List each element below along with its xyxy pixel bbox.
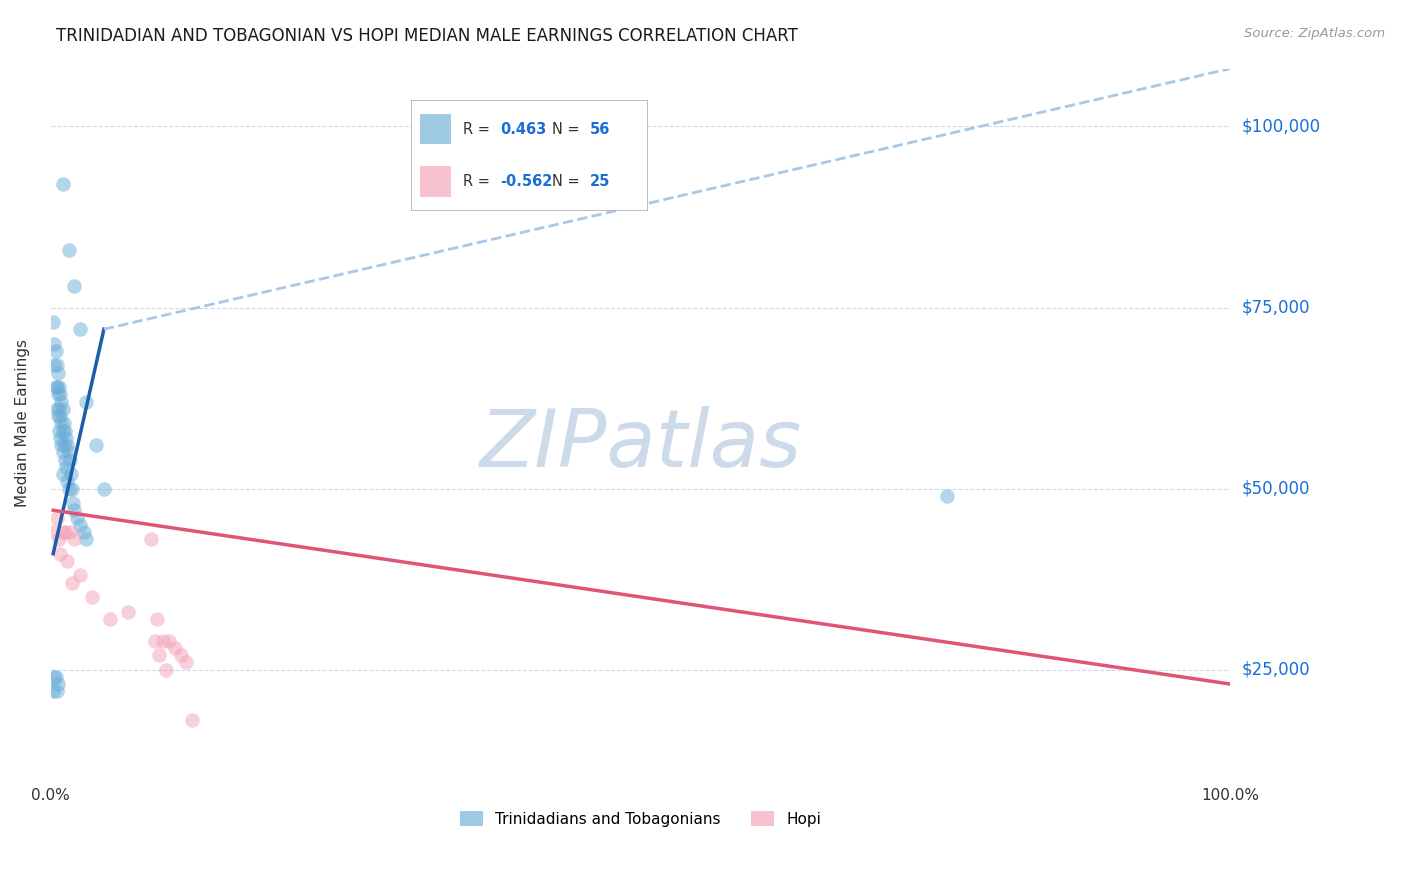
Legend: Trinidadians and Tobagonians, Hopi: Trinidadians and Tobagonians, Hopi xyxy=(453,803,830,834)
Point xyxy=(75,533,97,547)
Point xyxy=(48,424,70,438)
Point xyxy=(73,524,96,539)
Point xyxy=(49,431,72,445)
Point xyxy=(46,677,69,691)
Point xyxy=(169,648,191,662)
Point xyxy=(93,482,115,496)
Point xyxy=(44,336,66,351)
Point xyxy=(163,640,186,655)
Point xyxy=(49,547,72,561)
Point xyxy=(51,438,73,452)
Point xyxy=(63,533,86,547)
Point xyxy=(46,409,69,424)
Point xyxy=(52,445,75,459)
Y-axis label: Median Male Earnings: Median Male Earnings xyxy=(15,339,30,508)
Point xyxy=(53,524,76,539)
Point xyxy=(58,445,80,459)
Point xyxy=(52,401,75,416)
Point xyxy=(49,409,72,424)
Point xyxy=(45,684,67,698)
Point xyxy=(62,496,84,510)
Point xyxy=(117,605,139,619)
Point xyxy=(56,475,79,489)
Point xyxy=(181,713,204,727)
Point xyxy=(69,322,91,336)
Point xyxy=(55,459,77,474)
Point xyxy=(45,380,67,394)
Point xyxy=(52,438,75,452)
Point xyxy=(152,633,174,648)
Point xyxy=(46,387,69,401)
Point xyxy=(53,452,76,467)
Point xyxy=(63,503,86,517)
Point xyxy=(143,633,166,648)
Point xyxy=(52,467,75,481)
Point xyxy=(56,554,79,568)
Point xyxy=(48,401,70,416)
Point xyxy=(59,524,82,539)
Point xyxy=(75,394,97,409)
Point xyxy=(44,524,66,539)
Text: ZIPatlas: ZIPatlas xyxy=(479,406,801,483)
Point xyxy=(52,424,75,438)
Point xyxy=(45,510,67,524)
Point xyxy=(52,524,75,539)
Point xyxy=(45,670,67,684)
Point xyxy=(139,533,162,547)
Point xyxy=(44,359,66,373)
Point xyxy=(84,438,107,452)
Point xyxy=(45,401,67,416)
Point xyxy=(42,684,65,698)
Point xyxy=(53,424,76,438)
Point xyxy=(66,510,89,524)
Text: $75,000: $75,000 xyxy=(1241,299,1310,317)
Point xyxy=(45,343,67,358)
Point xyxy=(60,482,83,496)
Point xyxy=(49,387,72,401)
Point xyxy=(56,438,79,452)
Point xyxy=(155,663,177,677)
Point xyxy=(44,670,66,684)
Text: $100,000: $100,000 xyxy=(1241,118,1320,136)
Text: $25,000: $25,000 xyxy=(1241,661,1310,679)
Point xyxy=(46,366,69,380)
Point xyxy=(51,394,73,409)
Point xyxy=(45,380,67,394)
Point xyxy=(42,315,65,329)
Point xyxy=(82,590,104,604)
Point xyxy=(48,380,70,394)
Point xyxy=(69,517,91,532)
Point xyxy=(148,648,170,662)
Text: Source: ZipAtlas.com: Source: ZipAtlas.com xyxy=(1244,27,1385,40)
Point xyxy=(58,482,80,496)
Text: $50,000: $50,000 xyxy=(1241,480,1310,498)
Point xyxy=(55,431,77,445)
Point xyxy=(59,452,82,467)
Point xyxy=(157,633,180,648)
Point xyxy=(69,568,91,582)
Point xyxy=(60,575,83,590)
Point xyxy=(52,417,75,431)
Text: TRINIDADIAN AND TOBAGONIAN VS HOPI MEDIAN MALE EARNINGS CORRELATION CHART: TRINIDADIAN AND TOBAGONIAN VS HOPI MEDIA… xyxy=(56,27,799,45)
Point xyxy=(146,612,169,626)
Point xyxy=(52,178,75,192)
Point xyxy=(176,656,198,670)
Point xyxy=(936,489,959,503)
Point xyxy=(98,612,121,626)
Point xyxy=(63,278,86,293)
Point xyxy=(45,359,67,373)
Point xyxy=(48,533,70,547)
Point xyxy=(51,417,73,431)
Point xyxy=(58,243,80,257)
Point xyxy=(59,467,82,481)
